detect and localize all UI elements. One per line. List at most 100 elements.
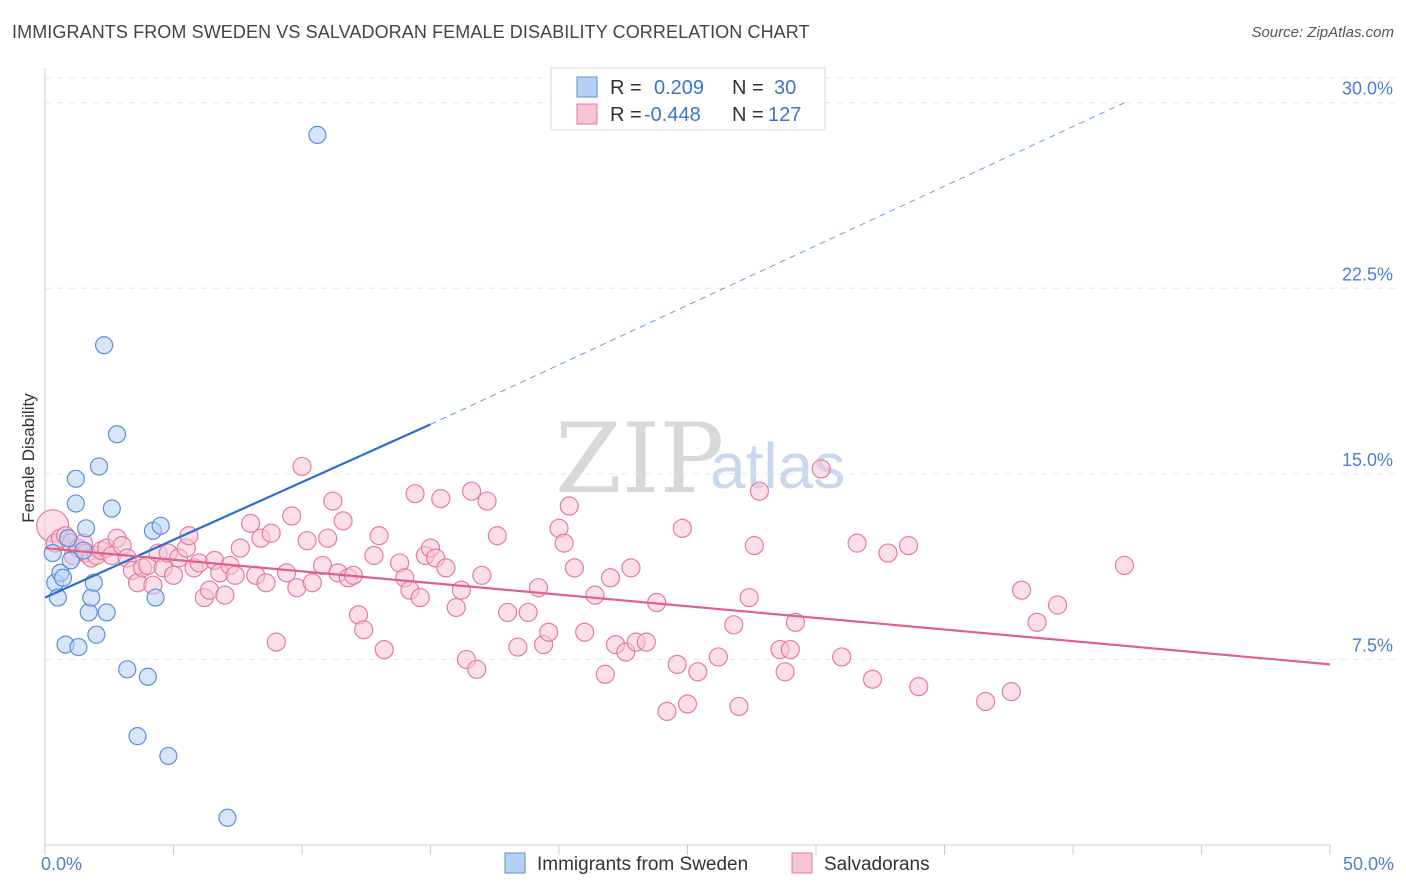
salvadorans-point: [364, 545, 384, 566]
legend-n-value-1: 30: [774, 77, 796, 99]
sweden-point: [97, 603, 116, 622]
salvadorans-point: [446, 597, 466, 618]
salvadorans-point: [878, 543, 898, 563]
salvadorans-point: [405, 484, 425, 504]
salvadorans-point: [847, 533, 867, 553]
sweden-point: [59, 529, 78, 548]
sweden-point: [66, 469, 85, 488]
bottom-legend-swatch-sweden: [504, 852, 526, 874]
salvadorans-point: [1114, 555, 1135, 576]
salvadorans-point: [621, 558, 641, 578]
sweden-point: [218, 808, 237, 827]
sweden-point: [61, 551, 80, 570]
sweden-point: [79, 603, 98, 622]
legend-r-value-1: 0.209: [654, 77, 704, 99]
sweden-point: [138, 667, 157, 686]
sweden-point: [87, 625, 106, 644]
salvadorans-point: [739, 587, 759, 608]
chart-title: IMMIGRANTS FROM SWEDEN VS SALVADORAN FEM…: [12, 22, 810, 42]
salvadorans-point: [436, 558, 456, 578]
salvadorans-point: [677, 694, 698, 714]
salvadorans-point: [898, 536, 919, 556]
x-tick-label-1: 50.0%: [1343, 854, 1394, 874]
sweden-trend-extension: [430, 102, 1125, 425]
salvadorans-point: [282, 506, 302, 526]
legend-n-label-1: N =: [732, 77, 764, 99]
salvadorans-point: [431, 489, 451, 509]
salvadorans-point: [256, 573, 276, 593]
salvadorans-point: [477, 491, 497, 511]
bottom-legend-swatch-salvadorans: [791, 852, 813, 874]
salvadorans-point: [780, 639, 800, 660]
salvadorans-point: [369, 526, 389, 546]
salvadorans-point: [518, 602, 538, 623]
sweden-point: [95, 336, 114, 355]
salvadorans-point: [749, 481, 770, 501]
legend-r-value-2: -0.448: [644, 104, 701, 126]
salvadorans-point: [508, 637, 528, 657]
salvadorans-point: [724, 615, 744, 635]
sweden-point: [151, 516, 170, 535]
legend-swatch-salvadorans: [576, 103, 598, 125]
salvadorans-point: [410, 587, 430, 608]
salvadorans-point: [292, 456, 312, 477]
sweden-points: [43, 125, 327, 827]
sweden-point: [128, 727, 147, 746]
salvadorans-point: [832, 647, 852, 667]
salvadorans-point: [657, 701, 677, 721]
sweden-point: [107, 425, 127, 444]
y-axis-label: Female Disability: [19, 393, 38, 523]
salvadorans-point: [811, 459, 831, 479]
bottom-legend-label-sweden: Immigrants from Sweden: [537, 854, 748, 875]
salvadorans-point: [595, 664, 615, 684]
salvadorans-point: [909, 677, 929, 697]
salvadorans-point: [672, 518, 692, 538]
sweden-point: [89, 457, 109, 476]
salvadorans-point: [554, 533, 574, 553]
sweden-trend-line: [44, 423, 431, 599]
y-tick-label-0: 7.5%: [1352, 635, 1393, 655]
salvadorans-point: [708, 647, 728, 667]
salvadorans-point: [600, 568, 621, 588]
legend-swatch-sweden: [576, 76, 598, 98]
sweden-point: [66, 494, 85, 513]
tick-labels: 7.5% 15.0% 22.5% 30.0% 0.0% 50.0%: [41, 79, 1394, 874]
salvadorans-point: [775, 662, 795, 682]
salvadorans-point: [1011, 580, 1032, 600]
salvadorans-point: [323, 491, 343, 511]
salvadorans-point: [667, 654, 687, 674]
sweden-point: [102, 499, 121, 518]
salvadorans-point: [297, 531, 317, 551]
salvadorans-point: [575, 622, 595, 642]
y-tick-label-1: 15.0%: [1342, 450, 1393, 470]
salvadorans-point: [241, 513, 261, 533]
sweden-point: [53, 568, 73, 587]
salvadorans-point: [215, 585, 235, 605]
bottom-legend-label-salvadorans: Salvadorans: [824, 854, 930, 875]
series-legend: Immigrants from Sweden Salvadorans: [504, 852, 930, 875]
legend-n-label-2: N =: [732, 104, 764, 126]
salvadorans-point: [1027, 612, 1047, 632]
salvadorans-point: [498, 602, 518, 623]
salvadorans-point: [312, 555, 333, 576]
salvadorans-point: [744, 536, 764, 556]
axes: [44, 68, 1331, 855]
salvadorans-point: [318, 528, 338, 548]
salvadorans-point: [374, 639, 394, 660]
salvadorans-point: [636, 632, 656, 652]
salvadorans-point: [472, 565, 492, 585]
salvadorans-point: [261, 523, 281, 543]
salvadorans-points: [36, 456, 1135, 721]
legend-n-value-2: 127: [768, 104, 801, 126]
salvadorans-point: [559, 496, 579, 516]
salvadorans-point: [585, 585, 605, 605]
sweden-point: [82, 588, 101, 607]
sweden-point: [118, 660, 137, 679]
salvadorans-point: [276, 563, 297, 583]
salvadorans-point: [564, 558, 585, 578]
salvadorans-point: [467, 659, 487, 679]
salvadorans-point: [539, 622, 559, 642]
salvadorans-point: [163, 565, 184, 585]
salvadorans-point: [862, 669, 883, 689]
